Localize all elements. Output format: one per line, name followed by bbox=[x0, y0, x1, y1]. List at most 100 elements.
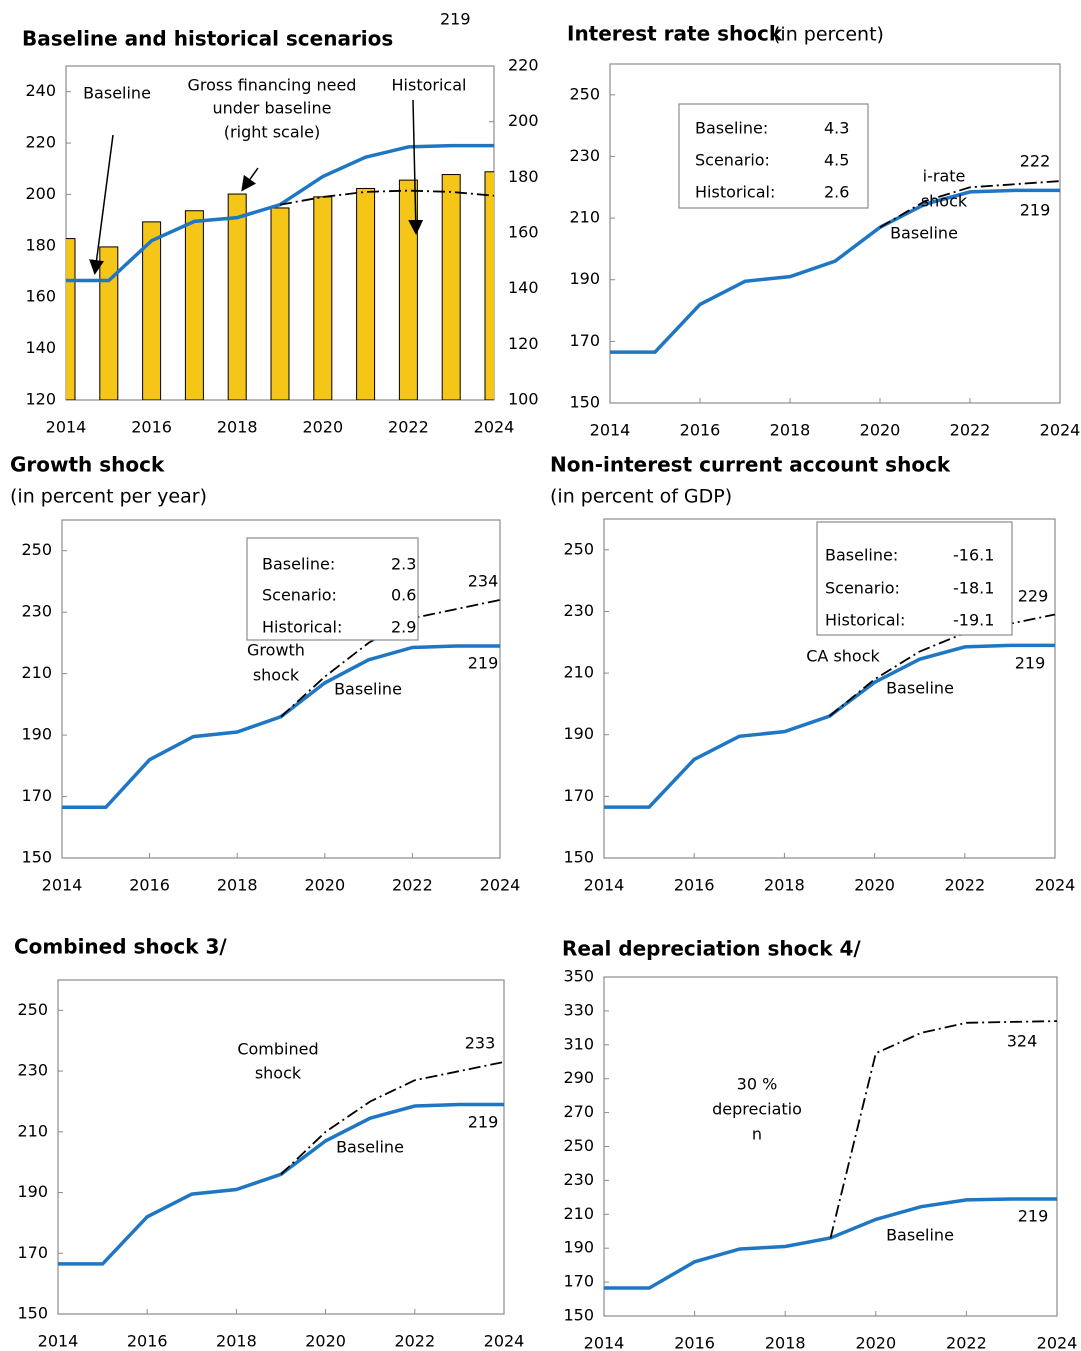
y-tick-label: 190 bbox=[563, 1238, 594, 1257]
y-tick-label: 230 bbox=[17, 1061, 48, 1080]
y-tick-label: 150 bbox=[21, 848, 52, 867]
y-tick-label: 230 bbox=[563, 1170, 594, 1189]
y-tick-label: 140 bbox=[25, 338, 56, 357]
x-tick-label: 2018 bbox=[217, 418, 258, 437]
bar bbox=[184, 210, 204, 400]
x-tick-label: 2016 bbox=[131, 418, 172, 437]
inset-box bbox=[246, 537, 419, 641]
end-value-label: 219 bbox=[1020, 201, 1051, 220]
y2-tick-label: 200 bbox=[508, 111, 539, 130]
x-tick-label: 2022 bbox=[394, 1332, 435, 1351]
inset-value: -19.1 bbox=[953, 611, 994, 630]
inset-value: 4.3 bbox=[824, 119, 849, 138]
chart-subtitle: (in percent per year) bbox=[10, 486, 207, 508]
end-value-label: 229 bbox=[1018, 587, 1049, 606]
x-tick-label: 2022 bbox=[944, 876, 985, 895]
x-tick-label: 2016 bbox=[680, 421, 721, 440]
line bbox=[604, 1197, 1057, 1290]
x-tick-label: 2020 bbox=[854, 876, 895, 895]
y-tick-label: 210 bbox=[569, 208, 600, 227]
y-tick-label: 210 bbox=[17, 1121, 48, 1140]
end-value-label: 219 bbox=[1018, 1207, 1049, 1226]
inset-label: Baseline: bbox=[695, 119, 768, 138]
inset-value: 2.6 bbox=[824, 183, 849, 202]
inset-label: Scenario: bbox=[695, 151, 770, 170]
inset-box bbox=[816, 521, 1013, 636]
bar bbox=[99, 246, 119, 400]
chart-title: Non-interest current account shock bbox=[550, 453, 951, 477]
plot-frame bbox=[57, 979, 505, 1315]
x-tick-label: 2022 bbox=[946, 1334, 987, 1351]
chart-subtitle: (in percent) bbox=[773, 24, 884, 46]
y-tick-label: 310 bbox=[563, 1034, 594, 1053]
chart-title: Growth shock bbox=[10, 453, 165, 477]
y-tick-label: 190 bbox=[569, 269, 600, 288]
inset-value: 2.9 bbox=[391, 618, 416, 637]
x-tick-label: 2022 bbox=[392, 876, 433, 895]
end-value-label: 233 bbox=[465, 1034, 496, 1053]
y-tick-label: 170 bbox=[563, 1272, 594, 1291]
y-tick-label: 150 bbox=[17, 1304, 48, 1323]
y-tick-label: 250 bbox=[563, 539, 594, 558]
series-label: shock bbox=[921, 192, 968, 211]
inset-label: Baseline: bbox=[825, 546, 898, 565]
inset-label: Scenario: bbox=[825, 579, 900, 598]
y-tick-label: 180 bbox=[25, 235, 56, 254]
y-tick-label: 210 bbox=[21, 663, 52, 682]
chart-subtitle: (in percent of GDP) bbox=[550, 486, 732, 508]
y-tick-label: 330 bbox=[563, 1000, 594, 1019]
chart-title: Baseline and historical scenarios bbox=[22, 27, 393, 51]
line bbox=[58, 1102, 504, 1266]
x-tick-label: 2014 bbox=[584, 1334, 625, 1351]
series-label: Combined bbox=[237, 1040, 318, 1059]
series-label: (right scale) bbox=[224, 123, 320, 142]
inset-label: Historical: bbox=[825, 611, 905, 630]
y-tick-label: 250 bbox=[563, 1136, 594, 1155]
line bbox=[604, 643, 1055, 809]
inset-value: -16.1 bbox=[953, 546, 994, 565]
y-tick-label: 190 bbox=[17, 1182, 48, 1201]
inset-value: 4.5 bbox=[824, 151, 849, 170]
series-label: CA shock bbox=[806, 647, 880, 666]
inset-value: 0.6 bbox=[391, 586, 416, 605]
x-tick-label: 2024 bbox=[1037, 1334, 1078, 1351]
arrow bbox=[89, 134, 114, 275]
series-label: depreciatio bbox=[712, 1100, 802, 1119]
end-value-label: 219 bbox=[1015, 654, 1046, 673]
chart-title: Combined shock 3/ bbox=[14, 935, 227, 959]
series-label: n bbox=[752, 1125, 762, 1144]
y-tick-label: 190 bbox=[563, 724, 594, 743]
y-tick-label: 170 bbox=[21, 786, 52, 805]
y2-tick-label: 100 bbox=[508, 390, 539, 409]
x-tick-label: 2014 bbox=[38, 1332, 79, 1351]
bar bbox=[270, 207, 290, 400]
x-tick-label: 2016 bbox=[674, 876, 715, 895]
y-tick-label: 240 bbox=[25, 81, 56, 100]
x-tick-label: 2022 bbox=[388, 418, 429, 437]
x-tick-label: 2014 bbox=[42, 876, 83, 895]
y-tick-label: 230 bbox=[569, 146, 600, 165]
line bbox=[610, 188, 1060, 354]
y2-tick-label: 220 bbox=[508, 56, 539, 75]
y2-tick-label: 120 bbox=[508, 334, 539, 353]
series-label: shock bbox=[255, 1064, 302, 1083]
y-tick-label: 230 bbox=[21, 602, 52, 621]
end-value-label: 222 bbox=[1020, 152, 1051, 171]
end-value-label: 234 bbox=[468, 572, 499, 591]
x-tick-label: 2024 bbox=[480, 876, 521, 895]
series-label: Baseline bbox=[886, 679, 954, 698]
x-tick-label: 2016 bbox=[674, 1334, 715, 1351]
y-tick-label: 210 bbox=[563, 663, 594, 682]
series-label: shock bbox=[253, 666, 300, 685]
x-tick-label: 2014 bbox=[584, 876, 625, 895]
x-tick-label: 2024 bbox=[1040, 421, 1081, 440]
arrow bbox=[241, 167, 259, 192]
y-tick-label: 170 bbox=[569, 331, 600, 350]
y-tick-label: 190 bbox=[21, 725, 52, 744]
y-tick-label: 170 bbox=[563, 786, 594, 805]
x-tick-label: 2020 bbox=[302, 418, 343, 437]
line bbox=[879, 180, 1061, 229]
series-label: Growth bbox=[247, 641, 305, 660]
x-tick-label: 2020 bbox=[860, 421, 901, 440]
y2-tick-label: 160 bbox=[508, 223, 539, 242]
